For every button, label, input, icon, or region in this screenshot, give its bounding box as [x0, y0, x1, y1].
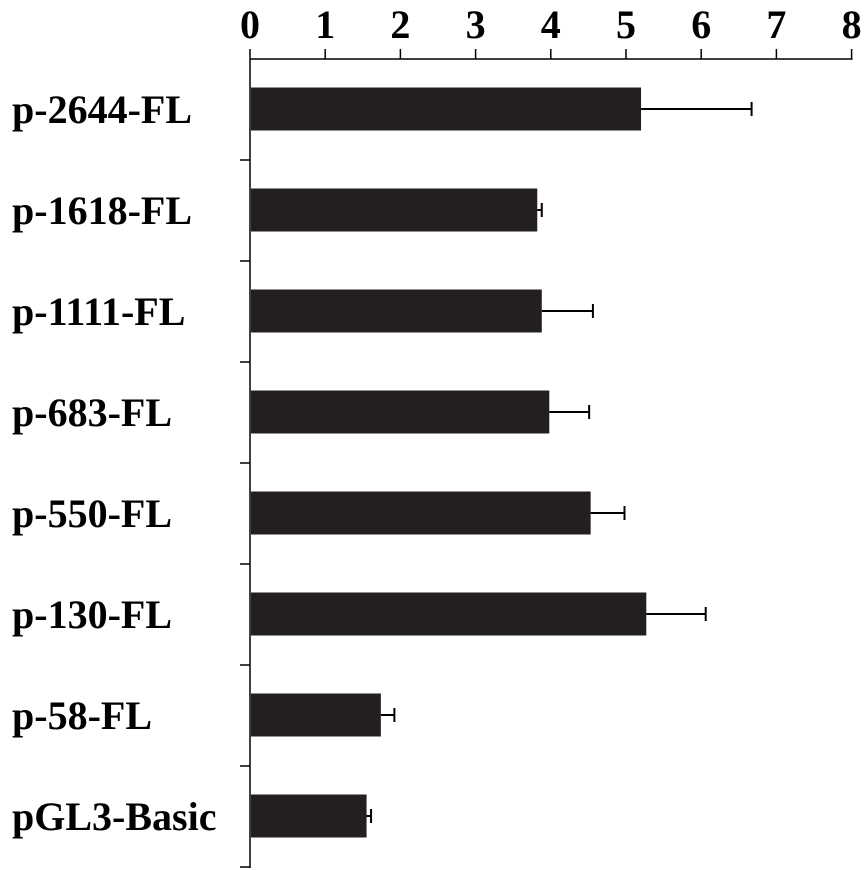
x-tick-label: 8	[842, 2, 862, 47]
category-label: p-683-FL	[12, 390, 172, 435]
category-label: p-1618-FL	[12, 188, 192, 233]
category-label: p-2644-FL	[12, 87, 192, 132]
bar	[251, 289, 542, 333]
error-bars	[366, 102, 753, 823]
category-label: p-58-FL	[12, 693, 152, 738]
bar	[251, 87, 642, 131]
category-label: p-130-FL	[12, 592, 172, 637]
bar	[251, 491, 591, 535]
category-label: p-550-FL	[12, 491, 172, 536]
x-tick-label: 1	[315, 2, 335, 47]
category-label: p-1111-FL	[12, 289, 185, 334]
x-tick-label: 2	[390, 2, 410, 47]
x-tick-label: 6	[691, 2, 711, 47]
bar	[251, 693, 381, 737]
bar	[251, 794, 367, 838]
bar	[251, 390, 550, 434]
x-tick-label: 3	[466, 2, 486, 47]
axis-layer	[240, 49, 853, 868]
bar	[251, 188, 538, 232]
bar	[251, 592, 647, 636]
x-tick-label: 0	[240, 2, 260, 47]
x-tick-label: 5	[616, 2, 636, 47]
x-tick-labels: 0 1 2 3 4 5 6 7 8	[240, 2, 862, 47]
x-tick-label: 4	[541, 2, 561, 47]
bars	[251, 87, 647, 838]
category-label: pGL3-Basic	[12, 794, 216, 839]
x-tick-label: 7	[766, 2, 786, 47]
category-labels: p-2644-FL p-1618-FL p-1111-FL p-683-FL p-550…	[12, 87, 216, 839]
